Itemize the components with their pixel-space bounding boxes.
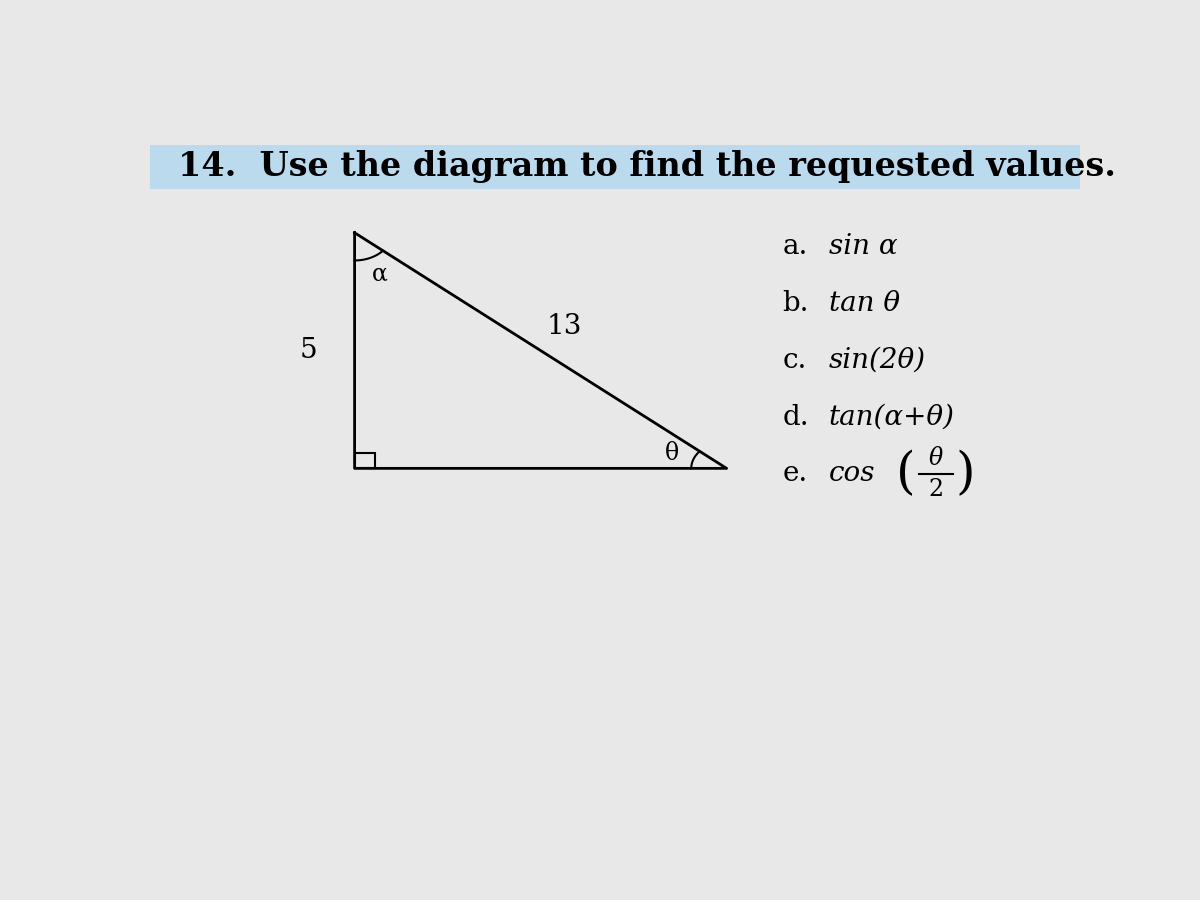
Text: d.: d. xyxy=(782,403,809,430)
Text: tan(α+θ): tan(α+θ) xyxy=(829,403,955,430)
Text: θ: θ xyxy=(929,447,943,470)
Text: 2: 2 xyxy=(929,478,943,500)
Text: 14.  Use the diagram to find the requested values.: 14. Use the diagram to find the requeste… xyxy=(178,150,1116,184)
Text: c.: c. xyxy=(782,346,806,374)
Text: a.: a. xyxy=(782,233,808,260)
Text: θ: θ xyxy=(665,442,679,465)
Text: cos: cos xyxy=(829,461,876,488)
FancyBboxPatch shape xyxy=(150,145,1080,189)
Text: α: α xyxy=(372,262,388,285)
Text: b.: b. xyxy=(782,290,809,317)
Text: sin(2θ): sin(2θ) xyxy=(829,346,926,374)
Text: tan θ: tan θ xyxy=(829,290,900,317)
Bar xyxy=(355,453,376,468)
Text: ): ) xyxy=(955,449,976,499)
Text: e.: e. xyxy=(782,461,808,488)
Text: (: ( xyxy=(896,449,916,499)
Text: sin α: sin α xyxy=(829,233,898,260)
Text: 13: 13 xyxy=(546,313,582,340)
Text: 5: 5 xyxy=(299,338,317,364)
